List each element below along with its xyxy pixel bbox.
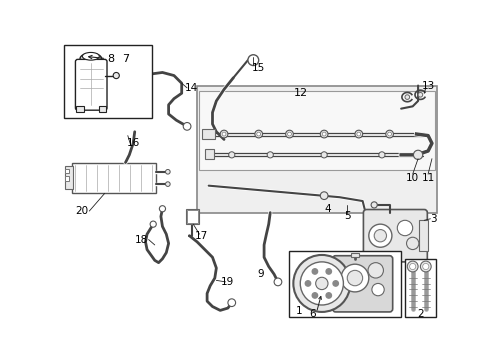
Circle shape: [413, 150, 422, 159]
Circle shape: [409, 264, 415, 270]
FancyBboxPatch shape: [332, 256, 392, 312]
Circle shape: [228, 152, 234, 158]
Circle shape: [300, 262, 343, 305]
Circle shape: [325, 293, 331, 298]
Circle shape: [254, 130, 262, 138]
Bar: [76, 106, 84, 112]
Circle shape: [165, 182, 170, 186]
Circle shape: [320, 192, 327, 199]
Circle shape: [404, 95, 409, 99]
Circle shape: [406, 237, 418, 249]
Text: 10: 10: [406, 173, 418, 183]
Text: 2: 2: [416, 309, 423, 319]
Circle shape: [305, 281, 310, 286]
Bar: [99, 106, 106, 112]
Text: 15: 15: [251, 63, 265, 73]
Bar: [289, 251, 400, 316]
Circle shape: [373, 230, 386, 242]
Text: 20: 20: [75, 206, 88, 216]
Ellipse shape: [82, 53, 99, 60]
Text: 13: 13: [421, 81, 435, 91]
Circle shape: [220, 130, 227, 138]
Bar: [64, 45, 152, 118]
Circle shape: [150, 221, 156, 227]
Text: 5: 5: [343, 211, 350, 221]
Text: 6: 6: [308, 309, 315, 319]
Bar: [187, 210, 198, 222]
Circle shape: [341, 264, 368, 292]
Circle shape: [266, 152, 273, 158]
Bar: [65, 166, 73, 189]
Text: 11: 11: [421, 173, 434, 183]
Bar: [65, 169, 68, 173]
Polygon shape: [199, 91, 434, 170]
Text: 7: 7: [122, 54, 129, 64]
Bar: [418, 220, 427, 251]
Text: 3: 3: [429, 214, 436, 224]
Circle shape: [222, 132, 225, 136]
Circle shape: [420, 261, 430, 272]
Bar: [65, 176, 68, 181]
Circle shape: [354, 130, 362, 138]
Circle shape: [247, 55, 258, 66]
Circle shape: [287, 132, 291, 136]
Text: 9: 9: [257, 269, 264, 279]
Bar: [202, 129, 214, 139]
Circle shape: [311, 293, 317, 298]
FancyBboxPatch shape: [75, 59, 107, 110]
Text: 16: 16: [126, 138, 140, 148]
Text: 14: 14: [184, 83, 198, 93]
Circle shape: [227, 299, 235, 306]
Circle shape: [368, 224, 391, 247]
Bar: [404, 259, 435, 316]
Circle shape: [385, 130, 393, 138]
Circle shape: [332, 281, 338, 286]
Circle shape: [387, 132, 391, 136]
Circle shape: [183, 122, 190, 130]
Circle shape: [113, 72, 119, 78]
Circle shape: [315, 277, 327, 289]
Circle shape: [325, 269, 331, 274]
Circle shape: [293, 255, 349, 312]
Circle shape: [256, 132, 260, 136]
Circle shape: [159, 206, 165, 212]
Circle shape: [311, 269, 317, 274]
Circle shape: [165, 170, 170, 174]
Circle shape: [417, 93, 422, 97]
Bar: [185, 209, 199, 224]
Bar: [350, 253, 358, 257]
Circle shape: [322, 132, 325, 136]
Text: 17: 17: [194, 231, 207, 241]
Circle shape: [371, 283, 384, 296]
Circle shape: [396, 220, 412, 236]
Circle shape: [378, 152, 384, 158]
Circle shape: [356, 132, 360, 136]
Circle shape: [274, 278, 281, 286]
Bar: [71, 163, 156, 193]
Polygon shape: [197, 86, 436, 213]
Bar: [204, 149, 214, 159]
Circle shape: [407, 261, 417, 272]
Circle shape: [285, 130, 293, 138]
Circle shape: [321, 152, 326, 158]
Text: 19: 19: [221, 277, 234, 287]
Circle shape: [320, 130, 327, 138]
Text: 4: 4: [324, 204, 331, 214]
Ellipse shape: [80, 53, 102, 64]
Circle shape: [422, 264, 428, 270]
FancyBboxPatch shape: [363, 210, 427, 262]
Text: 18: 18: [135, 235, 148, 244]
Text: 8: 8: [107, 54, 114, 64]
Circle shape: [370, 202, 377, 208]
Circle shape: [346, 270, 362, 286]
Text: 12: 12: [293, 88, 307, 98]
Text: 1: 1: [295, 306, 302, 316]
Circle shape: [367, 263, 383, 278]
